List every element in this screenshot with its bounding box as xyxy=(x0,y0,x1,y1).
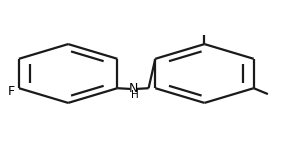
Text: N: N xyxy=(128,82,138,95)
Text: H: H xyxy=(131,90,138,100)
Text: F: F xyxy=(7,85,14,98)
